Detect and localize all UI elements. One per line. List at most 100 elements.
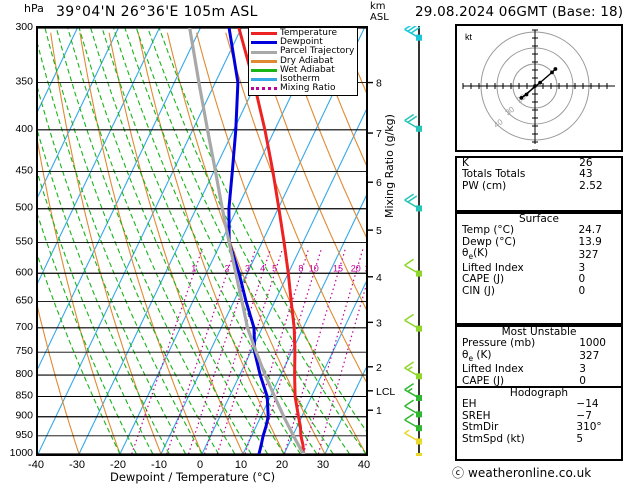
legend-item: Temperature — [251, 28, 354, 38]
svg-text:650: 650 — [15, 295, 33, 307]
hodograph-unit-label: kt — [465, 32, 473, 42]
svg-text:15: 15 — [333, 263, 343, 273]
table-row: Lifted Index 3 — [457, 363, 621, 376]
legend-swatch — [251, 47, 280, 56]
svg-text:-10: -10 — [151, 459, 167, 471]
wind-barb — [404, 383, 422, 401]
svg-text:25: 25 — [365, 263, 366, 273]
legend-label: Wet Adiabat — [280, 64, 335, 75]
legend: Temperature Dewpoint Parcel Trajectory Dry … — [248, 27, 359, 97]
row-label: StmSpd (kt) — [462, 432, 525, 445]
wind-barb — [404, 413, 422, 432]
table-row: Pressure (mb) 1000 — [457, 337, 621, 350]
station-title: 39°04'N 26°36'E 105m ASL — [56, 4, 258, 20]
svg-text:500: 500 — [15, 202, 33, 214]
wind-barb — [404, 429, 422, 445]
table-row: PW (cm) 2.52 — [457, 179, 621, 192]
svg-text:40: 40 — [358, 459, 370, 471]
table-row: CAPE (J) 0 — [457, 273, 621, 286]
legend-swatch — [251, 57, 280, 66]
legend-item: Wet Adiabat — [251, 64, 354, 75]
skewt-canvas: 1 2 345 8 10 15 20 25 — [38, 28, 366, 454]
wind-barb — [404, 113, 422, 132]
row-value: 3 — [579, 363, 586, 376]
table-heading: Hodograph — [509, 387, 569, 399]
row-label: CIN (J) — [462, 284, 495, 297]
svg-text:40: 40 — [492, 117, 505, 130]
svg-text:-40: -40 — [28, 459, 44, 471]
table-row: StmSpd (kt) 5 — [457, 432, 621, 445]
wind-barb-column — [404, 26, 422, 456]
row-label: Dewp (°C) — [462, 235, 516, 248]
svg-text:1: 1 — [376, 405, 382, 417]
row-label: CAPE (J) — [462, 374, 505, 387]
hodograph-canvas: 203040kt — [462, 13, 615, 159]
row-label: EH — [462, 398, 477, 411]
legend-label: Temperature — [280, 28, 338, 38]
svg-text:3: 3 — [376, 317, 382, 329]
svg-text:2: 2 — [224, 263, 229, 273]
legend-swatch — [251, 84, 280, 93]
row-label: Lifted Index — [462, 363, 524, 376]
stability-indices-table: K 26 Totals Totals 43 PW (cm) 2.52 — [455, 156, 623, 212]
wind-barb — [416, 453, 422, 456]
row-value: 5 — [576, 432, 584, 445]
svg-text:8: 8 — [298, 263, 303, 273]
svg-text:10: 10 — [309, 263, 319, 273]
svg-text:1: 1 — [191, 263, 196, 273]
row-label: θe(K) — [462, 247, 489, 262]
copyright-notice: ⓒ weatheronline.co.uk — [452, 466, 592, 480]
height-axis-unit-line1: km — [370, 1, 386, 12]
legend-item: Dewpoint — [251, 37, 354, 47]
row-label: Pressure (mb) — [462, 337, 536, 350]
svg-text:3: 3 — [245, 263, 250, 273]
row-label: PW (cm) — [462, 179, 507, 192]
table-row: Temp (°C) 24.7 — [457, 224, 621, 236]
row-label: θe (K) — [462, 348, 492, 363]
svg-text:2: 2 — [376, 362, 382, 374]
wind-barb — [404, 26, 422, 41]
row-value: 43 — [579, 168, 593, 181]
svg-text:30: 30 — [504, 104, 517, 117]
svg-text:400: 400 — [15, 123, 33, 135]
svg-text:7: 7 — [376, 128, 382, 140]
legend-swatch — [251, 38, 280, 47]
table-row: Lifted Index 3 — [457, 262, 621, 274]
row-value: 2.52 — [579, 179, 603, 192]
hodograph-stats-table: Hodograph EH −14 SREH −7 StmDir 310° StmSpd (kt… — [455, 386, 623, 461]
row-label: Totals Totals — [462, 168, 526, 181]
table-row: StmDir 310° — [457, 421, 621, 434]
pressure-axis-labels: 300 350 400 450 500 550 600 650 700 750 800 850 900 9… — [10, 21, 34, 459]
svg-text:700: 700 — [15, 321, 33, 333]
svg-text:600: 600 — [15, 266, 33, 278]
skewt-diagram: 1 2 345 8 10 15 20 25 — [36, 26, 368, 456]
legend-table: Temperature Dewpoint Parcel Trajectory Dry … — [251, 28, 354, 94]
legend-swatch — [251, 29, 280, 38]
height-axis-unit-label: km ASL — [370, 1, 389, 23]
wind-barb — [404, 399, 422, 418]
height-axis-unit-line2: ASL — [370, 12, 389, 23]
table-row: CAPE (J) 0 — [457, 374, 621, 387]
row-value: 310° — [576, 421, 602, 434]
row-label: CAPE (J) — [462, 273, 505, 286]
svg-text:350: 350 — [15, 76, 33, 88]
row-value: −14 — [576, 398, 599, 411]
model-run-title: 29.08.2024 06GMT (Base: 18) — [415, 4, 624, 20]
table-row: SREH −7 — [457, 410, 621, 422]
svg-text:0: 0 — [197, 459, 203, 471]
svg-text:4: 4 — [376, 272, 382, 284]
wind-barb — [404, 258, 422, 277]
wind-barb — [404, 193, 422, 212]
legend-label: Mixing Ratio — [280, 83, 336, 94]
table-row: CIN (J) 0 — [457, 284, 621, 297]
svg-text:6: 6 — [376, 177, 382, 189]
svg-text:950: 950 — [15, 429, 33, 441]
mixing-ratio-axis-title: Mixing Ratio (g/kg) — [383, 114, 396, 218]
row-value: 0 — [578, 273, 586, 286]
table-row: θe (K) 327 — [457, 348, 621, 365]
row-label: StmDir — [462, 421, 499, 434]
legend-item: Isotherm — [251, 74, 354, 84]
svg-text:8: 8 — [376, 78, 382, 90]
wind-barb — [404, 361, 422, 380]
svg-text:30: 30 — [317, 459, 329, 471]
